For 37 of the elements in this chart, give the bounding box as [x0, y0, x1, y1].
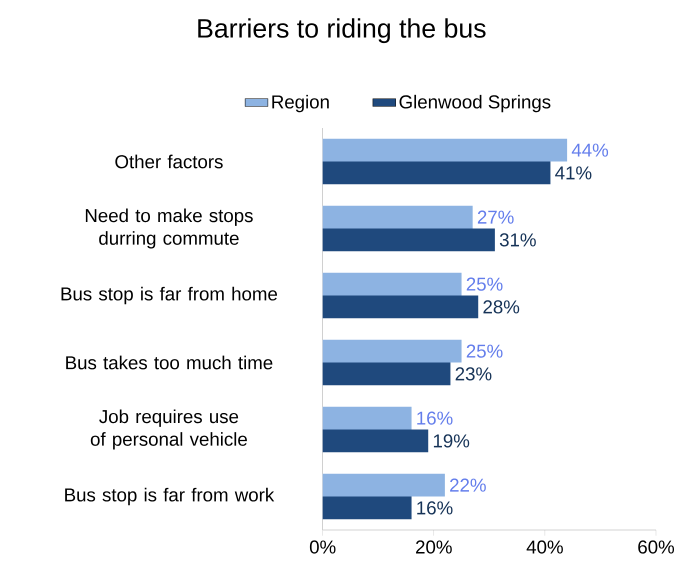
data-label: 27% [478, 210, 514, 224]
bar [322, 206, 473, 229]
data-label: 16% [417, 411, 453, 425]
bar [322, 138, 568, 162]
y-tick-label: Need to make stops durring commute [86, 208, 253, 249]
x-tick-label: 60% [638, 540, 674, 554]
y-tick-label: Other factors [115, 154, 223, 168]
data-label: 16% [417, 501, 453, 515]
y-tick-label: Job requires use of personal vehicle [90, 409, 247, 450]
data-label: 25% [466, 344, 503, 358]
bar [322, 406, 412, 430]
bar [322, 496, 412, 520]
x-tick-label: 0% [310, 540, 336, 554]
data-label: 28% [483, 300, 520, 314]
bar [322, 474, 445, 497]
x-tick-label: 20% [416, 540, 452, 554]
bar [322, 272, 462, 296]
data-label: 44% [572, 144, 608, 157]
chart-title: Barriers to riding the bus [198, 18, 486, 44]
bar [322, 340, 462, 363]
legend-label: Region [272, 94, 329, 112]
data-label: 23% [456, 367, 492, 381]
legend-label: Glenwood Springs [400, 94, 550, 112]
data-label: 31% [500, 233, 536, 247]
bar [322, 162, 550, 184]
bar [322, 296, 478, 318]
y-tick-label: Bus stop is far from work [65, 488, 274, 506]
y-tick-label: Bus stop is far from home [62, 286, 278, 304]
data-label: 25% [466, 277, 503, 291]
data-label: 41% [555, 166, 592, 180]
y-tick-label: Bus takes too much time [66, 356, 272, 370]
bar [322, 430, 428, 452]
x-tick-label: 40% [526, 540, 563, 554]
data-label: 22% [450, 478, 486, 492]
bar [322, 228, 495, 252]
data-label: 19% [434, 434, 470, 448]
bar [322, 362, 450, 386]
